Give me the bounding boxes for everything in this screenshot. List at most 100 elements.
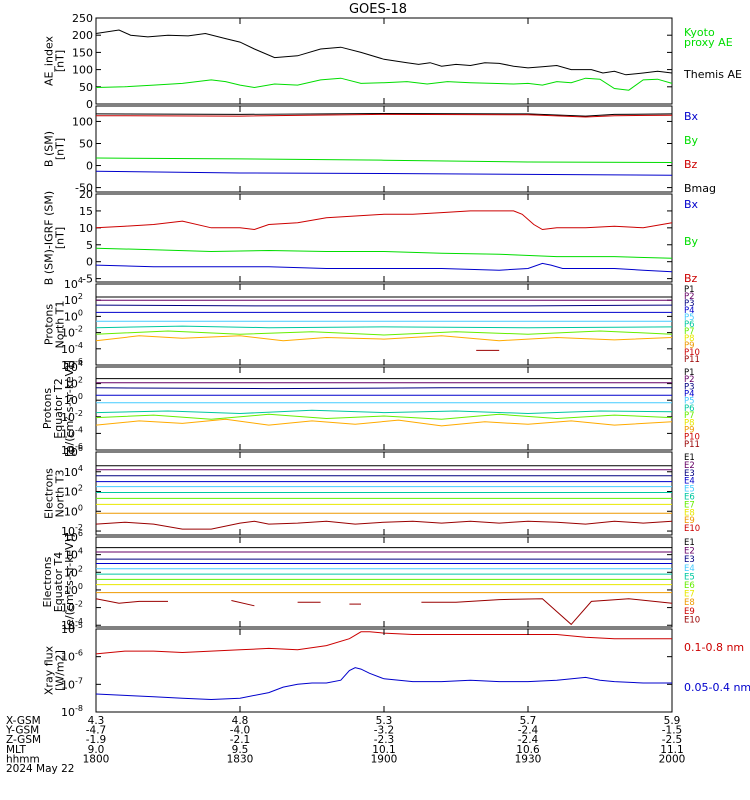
y-tick-exponent: -4 xyxy=(75,341,83,350)
y-tick-label: 10-5 xyxy=(61,621,83,636)
ephemeris-value: 10.1 xyxy=(372,744,395,756)
y-tick-label: 100 xyxy=(72,64,93,77)
legend-entry: E2 xyxy=(684,461,695,471)
series-e10 xyxy=(95,520,673,530)
y-axis-label: [p/(cm²-s-sr-keV)] xyxy=(63,360,76,457)
panel-bsm: -50 0 50 100 B (SM)[nT] Bx By Bz Bmag xyxy=(43,105,716,195)
y-tick-exponent: 4 xyxy=(78,359,83,368)
ephemeris-value: 1900 xyxy=(371,753,398,765)
legend-entry: 0.05-0.4 nm xyxy=(684,681,750,694)
y-tick-label: 200 xyxy=(72,29,93,42)
ephemeris-value: -2.1 xyxy=(230,734,251,746)
ephemeris-value: 9.0 xyxy=(88,744,105,756)
legend-entry: P10 xyxy=(684,348,700,358)
legend-entry: E5 xyxy=(684,572,695,582)
legend-entry: 0.1-0.8 nm xyxy=(684,641,744,654)
series-by xyxy=(95,247,673,259)
y-tick-label: 0 xyxy=(86,98,93,111)
y-axis-label: [e/(cm²-s-sr-keV)] xyxy=(63,534,76,630)
panel-frame xyxy=(95,536,673,628)
series-0-05-0-4-nm xyxy=(95,667,672,701)
legend-entry: P3 xyxy=(684,382,695,392)
series-p6 xyxy=(95,409,673,415)
y-tick-exponent: -7 xyxy=(75,676,83,685)
y-tick-label: 50 xyxy=(79,81,93,94)
series-p3 xyxy=(95,304,673,307)
legend-entry: E8 xyxy=(684,508,695,518)
legend-entry: P4 xyxy=(684,306,695,316)
legend-entry: P2 xyxy=(684,292,695,302)
y-tick-label: -50 xyxy=(75,182,93,195)
series-e10 xyxy=(231,600,255,607)
ephemeris-value: -4.7 xyxy=(86,725,107,737)
ephemeris-value: 1930 xyxy=(515,753,542,765)
y-tick-exponent: -2 xyxy=(75,409,83,418)
legend-entry: P6 xyxy=(684,320,695,330)
ephemeris-value: -2.3 xyxy=(374,734,395,746)
panel-frame xyxy=(95,628,673,713)
y-axis-label: Equator T2 xyxy=(52,378,65,438)
series-bx xyxy=(95,170,673,176)
y-tick-label: 100 xyxy=(64,308,83,323)
legend-entry: P11 xyxy=(684,440,700,450)
y-tick-exponent: 2 xyxy=(78,376,83,385)
ephemeris-value: 5.9 xyxy=(664,715,681,727)
y-tick-exponent: 6 xyxy=(78,529,83,538)
y-axis-label: Electrons xyxy=(43,468,56,519)
ephemeris-row-label: hhmm xyxy=(6,753,40,765)
y-tick-label: -5 xyxy=(82,273,93,286)
ephemeris-row-label: Y-GSM xyxy=(5,725,39,737)
legend-entry: P8 xyxy=(684,418,695,428)
ephemeris-value: 4.8 xyxy=(232,715,249,727)
legend-entry: P3 xyxy=(684,299,695,309)
y-axis-label: Protons xyxy=(41,388,54,429)
panel-frame xyxy=(95,366,673,451)
y-tick-exponent: 4 xyxy=(78,547,83,556)
legend-entry: Kyoto xyxy=(684,26,715,39)
legend-entry: E7 xyxy=(684,500,695,510)
series-e10 xyxy=(421,598,673,626)
legend-entry: P1 xyxy=(684,368,695,378)
legend-entry: P5 xyxy=(684,397,695,407)
y-axis-label: Electrons xyxy=(41,556,54,607)
legend-entry: P10 xyxy=(684,433,700,443)
legend-entry: E6 xyxy=(684,493,695,503)
panel-frame xyxy=(95,105,673,193)
series-0-1-0-8-nm xyxy=(95,631,672,655)
y-tick-exponent: -8 xyxy=(75,704,83,713)
y-tick-exponent: -6 xyxy=(75,649,83,658)
legend-entry: Themis AE xyxy=(683,68,742,81)
y-tick-exponent: 0 xyxy=(78,308,83,317)
y-tick-exponent: -2 xyxy=(75,325,83,334)
legend-entry: P9 xyxy=(684,425,695,435)
x-axis: X-GSM 4.3 4.8 5.3 5.7 5.9Y-GSM -4.7 -4.0 -3.2 -2.… xyxy=(5,18,685,775)
y-tick-exponent: 0 xyxy=(78,392,83,401)
y-axis-label: North T1 xyxy=(54,301,67,349)
y-tick-label: 20 xyxy=(79,188,93,201)
y-tick-exponent: -5 xyxy=(75,621,83,630)
legend-entry: proxy AE xyxy=(684,36,733,49)
y-tick-label: 106 xyxy=(64,444,83,459)
legend-entry: P2 xyxy=(684,375,695,385)
series-p6 xyxy=(95,325,673,329)
y-axis-label: North T3 xyxy=(54,470,67,518)
legend-entry: E4 xyxy=(684,477,695,487)
legend-entry: By xyxy=(684,134,699,147)
legend-entry: E9 xyxy=(684,607,695,617)
legend-entry: E3 xyxy=(684,469,695,479)
ephemeris-value: 2000 xyxy=(659,753,686,765)
legend-entry: E10 xyxy=(684,524,700,534)
series-e10 xyxy=(95,598,168,604)
y-tick-exponent: -4 xyxy=(75,425,83,434)
y-tick-label: 104 xyxy=(64,276,83,291)
y-tick-exponent: 2 xyxy=(78,564,83,573)
series-bmag xyxy=(95,112,673,117)
ephemeris-row-label: Z-GSM xyxy=(6,734,41,746)
y-axis-label: Xray flux xyxy=(43,645,56,695)
ephemeris-value: -4.0 xyxy=(230,725,251,737)
legend-entry: E3 xyxy=(684,555,695,565)
legend-entry: P4 xyxy=(684,390,695,400)
